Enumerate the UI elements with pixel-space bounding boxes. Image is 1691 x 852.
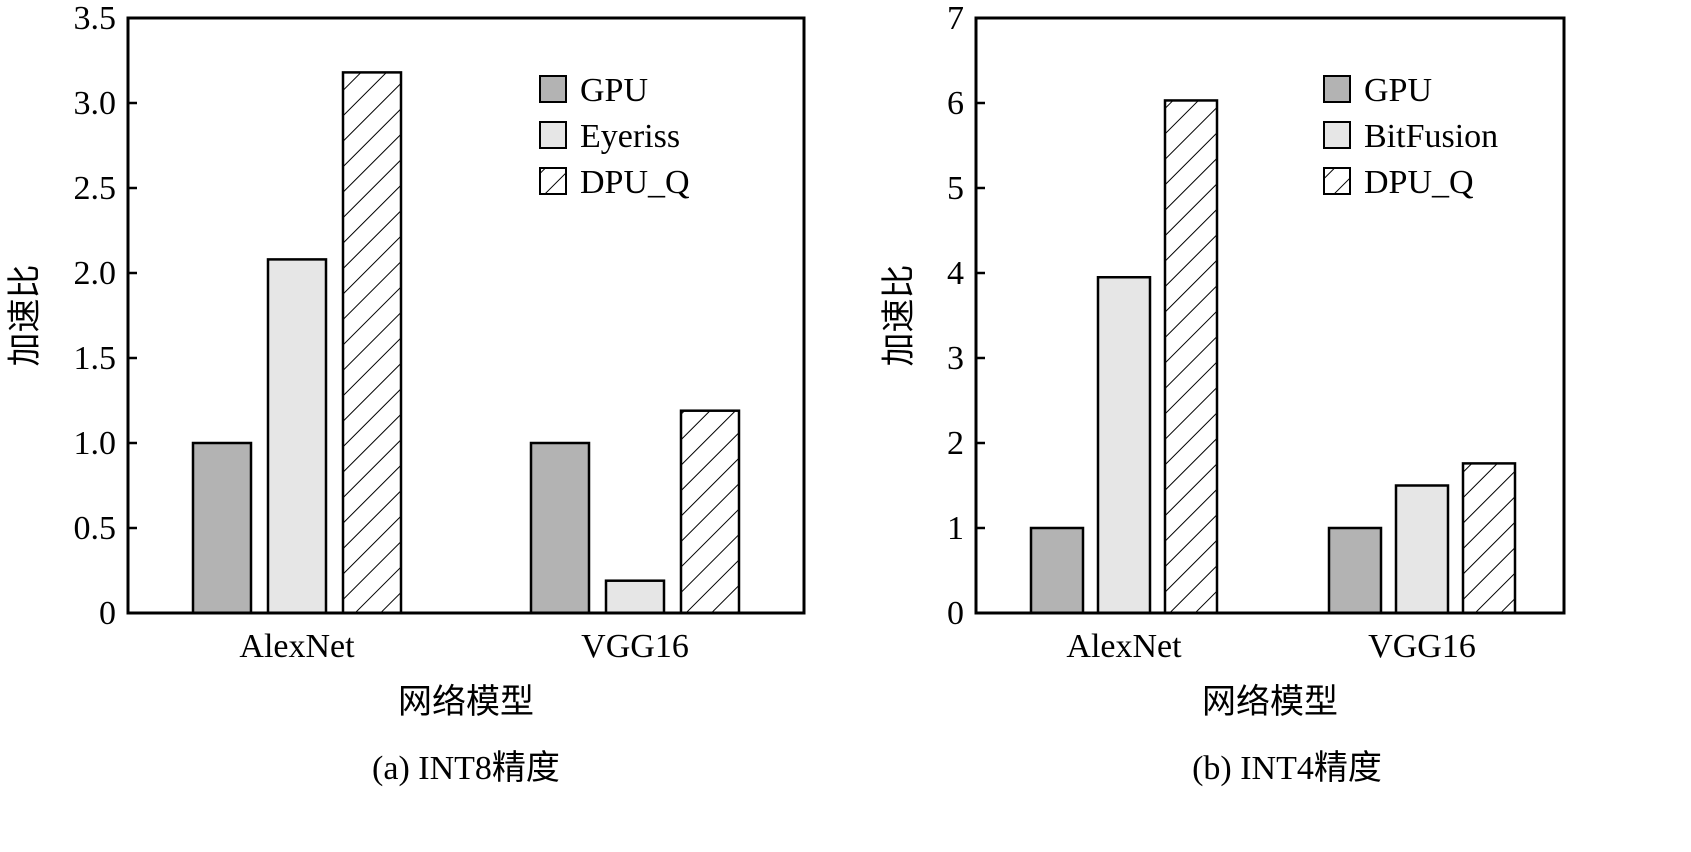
bar-dpu-q-vgg16 xyxy=(1461,462,1517,615)
plot-frame xyxy=(974,16,1566,615)
y-tick-label: 4 xyxy=(947,255,964,292)
x-axis-title: 网络模型 xyxy=(1202,683,1338,721)
legend-label: Eyeriss xyxy=(580,118,680,155)
legend-swatch xyxy=(539,121,567,149)
y-tick-label: 3.5 xyxy=(74,0,117,37)
legend-swatch xyxy=(539,75,567,103)
bar-gpu-alexnet xyxy=(1029,526,1085,615)
legend-label: DPU_Q xyxy=(1364,164,1474,201)
bar-bitfusion-alexnet xyxy=(1096,276,1152,615)
legend-label: DPU_Q xyxy=(580,164,690,201)
legend-swatch xyxy=(1323,121,1351,149)
y-tick-label: 5 xyxy=(947,170,964,207)
panel-caption: (b) INT4精度 xyxy=(1192,749,1382,787)
y-tick-label: 0 xyxy=(947,595,964,632)
legend-swatch xyxy=(1323,75,1351,103)
y-tick-label: 1.0 xyxy=(74,425,117,462)
y-tick-label: 1 xyxy=(947,510,964,547)
y-tick-label: 3 xyxy=(947,340,964,377)
bar-bitfusion-vgg16 xyxy=(1394,484,1450,615)
y-axis-title: 加速比 xyxy=(881,265,918,367)
y-tick-label: 2 xyxy=(947,425,964,462)
legend-swatch xyxy=(1323,167,1351,195)
legend-swatch xyxy=(539,167,567,195)
y-tick-label: 2.5 xyxy=(74,170,117,207)
bar-dpu-q-alexnet xyxy=(1163,99,1219,615)
bar-dpu-q-alexnet xyxy=(341,71,403,615)
x-category-label: AlexNet xyxy=(1066,628,1182,665)
x-category-label: AlexNet xyxy=(239,628,355,665)
y-tick-label: 3.0 xyxy=(74,85,117,122)
y-tick-label: 6 xyxy=(947,85,964,122)
y-tick-label: 0.5 xyxy=(74,510,117,547)
chart-panel-int8: 0 0.5 1.0 1.5 2.0 2.5 3.0 3.5 AlexNet VGG16 网络模型 加速… xyxy=(7,0,806,787)
y-tick-label: 7 xyxy=(947,0,964,37)
bar-eyeriss-vgg16 xyxy=(604,579,666,615)
bar-eyeriss-alexnet xyxy=(266,258,328,615)
chart-panel-int4: 0 1 2 3 4 5 6 7 AlexNet VGG16 网络模型 加速比 GPU BitFusion D… xyxy=(881,0,1566,787)
bar-gpu-alexnet xyxy=(191,441,253,615)
y-tick-label: 1.5 xyxy=(74,340,117,377)
x-axis-title: 网络模型 xyxy=(398,683,534,721)
legend-label: GPU xyxy=(1364,72,1432,109)
y-tick-label: 0 xyxy=(99,595,116,632)
bar-gpu-vgg16 xyxy=(529,441,591,615)
plot-frame xyxy=(126,16,806,615)
x-category-label: VGG16 xyxy=(581,628,689,665)
y-tick-label: 2.0 xyxy=(74,255,117,292)
legend-label: GPU xyxy=(580,72,648,109)
bar-gpu-vgg16 xyxy=(1327,526,1383,615)
bar-dpu-q-vgg16 xyxy=(679,409,741,615)
legend-label: BitFusion xyxy=(1364,118,1498,155)
x-category-label: VGG16 xyxy=(1368,628,1476,665)
y-axis-title: 加速比 xyxy=(7,265,44,367)
panel-caption: (a) INT8精度 xyxy=(372,749,560,787)
